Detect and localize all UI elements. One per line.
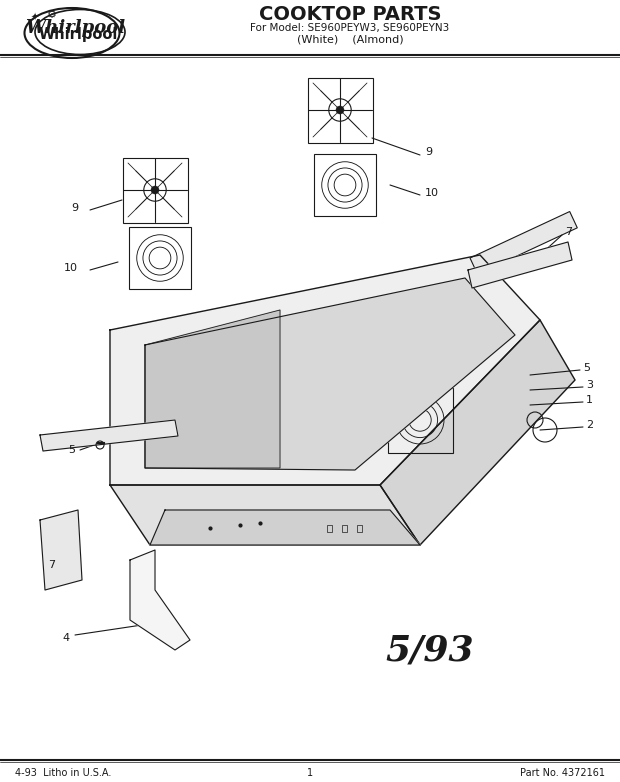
Circle shape: [336, 106, 344, 114]
Bar: [327, 525, 332, 532]
Text: 1: 1: [307, 768, 313, 778]
Polygon shape: [130, 550, 190, 650]
Text: 4-93  Litho in U.S.A.: 4-93 Litho in U.S.A.: [15, 768, 112, 778]
Polygon shape: [380, 320, 575, 545]
Text: 7: 7: [565, 227, 572, 237]
Circle shape: [151, 186, 159, 194]
Text: Whirlpool: Whirlpool: [38, 27, 118, 42]
Text: 10: 10: [64, 263, 78, 273]
Text: For Model: SE960PEYW3, SE960PEYN3: For Model: SE960PEYW3, SE960PEYN3: [250, 23, 450, 33]
Bar: [308, 78, 373, 143]
Text: 9: 9: [425, 147, 432, 157]
Bar: [357, 525, 362, 532]
Text: 10: 10: [425, 188, 439, 198]
Text: (White)    (Almond): (White) (Almond): [297, 35, 404, 45]
Text: 1: 1: [586, 395, 593, 405]
Polygon shape: [150, 510, 420, 545]
Text: ✦: ✦: [31, 13, 39, 23]
Polygon shape: [40, 420, 178, 451]
Bar: [129, 227, 191, 289]
Text: 7: 7: [48, 560, 55, 570]
Bar: [328, 318, 393, 383]
Bar: [342, 525, 347, 532]
Bar: [470, 211, 577, 274]
Bar: [123, 158, 188, 223]
Polygon shape: [110, 485, 420, 545]
Bar: [314, 154, 376, 216]
Polygon shape: [145, 278, 515, 470]
Text: 9: 9: [71, 203, 78, 213]
Polygon shape: [145, 310, 280, 468]
Text: Part No. 4372161: Part No. 4372161: [520, 768, 605, 778]
Polygon shape: [468, 242, 572, 288]
Text: 4: 4: [63, 633, 70, 643]
Text: COOKTOP PARTS: COOKTOP PARTS: [259, 5, 441, 24]
Text: ⚙: ⚙: [47, 10, 57, 20]
Bar: [388, 388, 453, 453]
Text: 5: 5: [68, 445, 75, 455]
Text: 5: 5: [583, 363, 590, 373]
Bar: [170, 385, 240, 455]
Polygon shape: [40, 510, 82, 590]
Text: Whirlpool: Whirlpool: [25, 19, 125, 37]
Text: 2: 2: [586, 420, 593, 430]
Text: 5/93: 5/93: [386, 633, 474, 667]
Text: 3: 3: [586, 380, 593, 390]
Polygon shape: [110, 255, 540, 485]
